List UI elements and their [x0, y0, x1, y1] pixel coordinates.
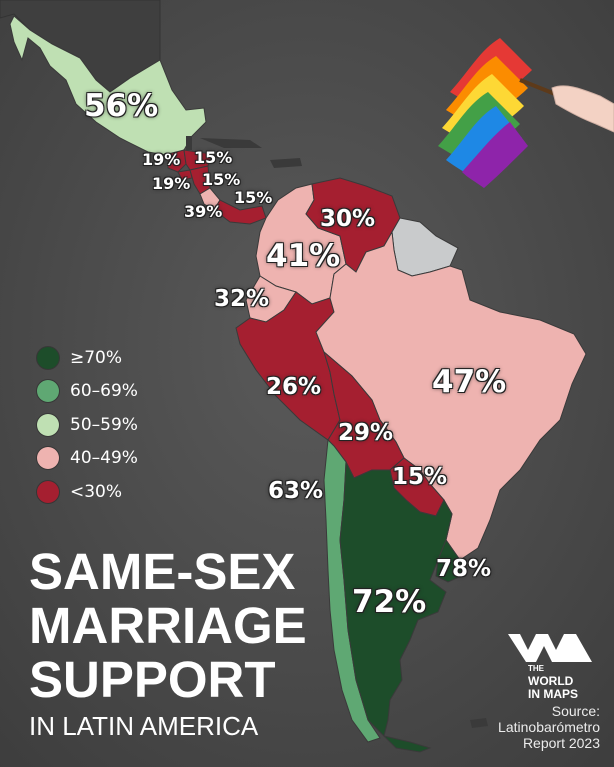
cuba-island [200, 138, 262, 148]
legend-swatch [37, 447, 59, 470]
honduras-value: 15% [194, 148, 233, 167]
legend-item-40-49: 40–49% [37, 442, 138, 476]
legend-item-under-30: <30% [37, 475, 138, 509]
belize-region [186, 136, 192, 150]
colombia-value: 41% [266, 238, 341, 274]
legend-item-60-69: 60–69% [37, 375, 138, 409]
brand-line-3: IN MAPS [528, 687, 579, 701]
brand-line-2: WORLD [528, 674, 574, 688]
legend-item-70-plus: ≥70% [37, 341, 138, 375]
title-line-3: SUPPORT [29, 651, 276, 708]
uruguay-region [435, 538, 467, 583]
el-salvador-value: 19% [152, 174, 191, 193]
brazil-value: 47% [432, 364, 507, 400]
guatemala-value: 19% [142, 150, 181, 169]
source-note: Source: Latinobarómetro Report 2023 [498, 703, 600, 751]
legend-swatch [37, 346, 59, 369]
argentina-region [339, 460, 453, 737]
argentina-value: 72% [352, 584, 427, 620]
mexico-value: 56% [84, 88, 159, 124]
title-line-2: MARRIAGE [29, 597, 307, 654]
tierra-del-fuego [382, 735, 432, 753]
legend-label: ≥70% [70, 347, 123, 368]
costa-rica-value: 39% [184, 202, 223, 221]
source-line-1: Source: [551, 703, 600, 719]
brand-line-1: THE [528, 664, 544, 673]
legend-label: 60–69% [70, 381, 138, 402]
legend-item-50-59: 50–59% [37, 408, 138, 442]
panama-value: 15% [234, 188, 273, 207]
uruguay-value: 78% [436, 556, 492, 582]
guatemala-region [167, 149, 187, 173]
legend-label: 40–49% [70, 448, 138, 469]
legend-label: 50–59% [70, 414, 138, 435]
legend-label: <30% [70, 481, 123, 502]
panama-region [213, 199, 267, 225]
title-line-1: SAME-SEX [29, 543, 296, 600]
paraguay-value: 15% [392, 464, 448, 490]
legend-swatch [37, 413, 59, 436]
nicaragua-value: 15% [202, 170, 241, 189]
legend: ≥70% 60–69% 50–59% 40–49% <30% [37, 341, 138, 509]
ecuador-value: 32% [214, 286, 270, 312]
venezuela-value: 30% [320, 206, 376, 232]
legend-swatch [37, 480, 59, 503]
legend-swatch [37, 380, 59, 403]
rainbow-flag [438, 38, 614, 188]
source-line-2: Latinobarómetro [498, 719, 600, 735]
peru-value: 26% [266, 374, 322, 400]
falklands-island [470, 718, 488, 728]
world-in-maps-logo-icon [508, 634, 592, 662]
brand-name: THE WORLD IN MAPS [528, 662, 578, 701]
map-subtitle: IN LATIN AMERICA [29, 711, 259, 741]
hispaniola-island [270, 158, 302, 168]
map-title: SAME-SEX MARRIAGE SUPPORT IN LATIN AMERI… [29, 545, 307, 743]
source-line-3: Report 2023 [522, 735, 600, 751]
bolivia-value: 29% [338, 420, 394, 446]
chile-value: 63% [268, 478, 324, 504]
